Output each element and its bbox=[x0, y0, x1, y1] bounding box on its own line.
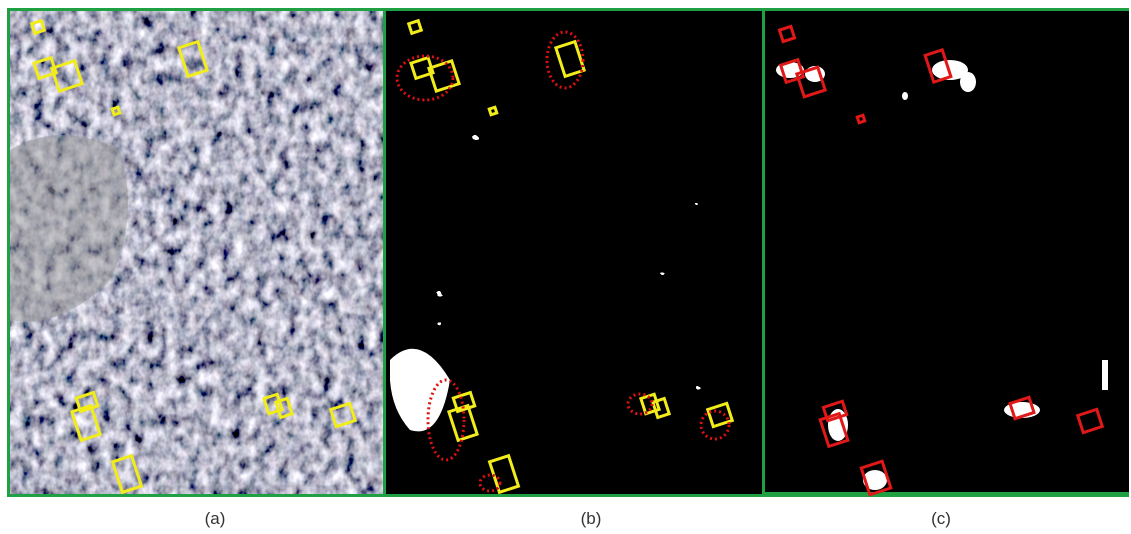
panel-label: (b) bbox=[581, 509, 602, 528]
figure: (a) (b) (c) bbox=[0, 0, 1131, 534]
panel-label: (a) bbox=[205, 509, 226, 528]
panel-label: (c) bbox=[931, 509, 951, 528]
page: {"panels": [{"label": "(a)"}, {"label": … bbox=[0, 0, 1131, 534]
